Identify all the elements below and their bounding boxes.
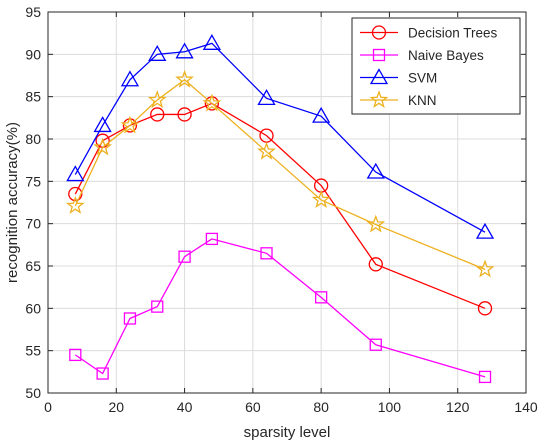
data-point-decision-trees — [68, 186, 83, 202]
data-point-naive-bayes — [478, 370, 492, 384]
data-point-decision-trees — [177, 107, 192, 122]
x-tick-label: 80 — [313, 399, 329, 415]
x-tick-label: 140 — [514, 399, 538, 415]
data-point-knn — [257, 141, 276, 160]
x-tick-label: 120 — [446, 399, 470, 415]
data-point-knn — [366, 214, 386, 233]
y-tick-label: 50 — [25, 385, 41, 401]
legend-marker-svm — [369, 68, 389, 85]
x-tick-label: 0 — [44, 399, 52, 415]
series-line-knn — [74, 78, 486, 270]
legend: Decision Trees Naive Bayes SVM KNN — [351, 17, 521, 115]
legend-marker-naive-bayes — [372, 48, 386, 62]
x-tick-label: 60 — [245, 399, 261, 415]
x-axis-label: sparsity level — [244, 424, 331, 441]
y-tick-label: 55 — [25, 343, 41, 359]
series-line-decision-trees — [74, 102, 486, 309]
y-tick-label: 65 — [25, 258, 41, 274]
y-axis-ticks: 50 55 60 65 70 75 80 85 90 95 — [25, 4, 526, 401]
data-point-knn — [65, 195, 85, 214]
y-axis-label: recognition accuracy(%) — [4, 122, 21, 283]
data-point-knn — [147, 90, 167, 109]
data-point-svm — [257, 89, 276, 106]
legend-label-decision-trees: Decision Trees — [408, 26, 498, 41]
data-point-naive-bayes — [205, 232, 219, 246]
legend-item-svm: SVM — [360, 68, 437, 86]
legend-item-knn: KNN — [360, 90, 437, 109]
data-point-knn — [202, 93, 222, 112]
series-line-naive-bayes — [74, 238, 486, 378]
data-point-naive-bayes — [260, 247, 273, 260]
data-point-decision-trees — [477, 301, 493, 316]
series-svm — [66, 34, 495, 239]
x-tick-label: 20 — [108, 399, 124, 415]
data-point-decision-trees — [368, 257, 383, 272]
series-line-svm — [74, 42, 486, 233]
data-point-naive-bayes — [69, 348, 82, 362]
data-point-naive-bayes — [314, 291, 328, 304]
x-tick-label: 40 — [177, 399, 193, 415]
y-tick-label: 80 — [25, 131, 41, 147]
data-point-knn — [93, 137, 113, 156]
legend-box — [351, 17, 521, 115]
y-tick-label: 95 — [25, 4, 41, 20]
y-tick-label: 85 — [25, 89, 41, 105]
x-tick-label: 100 — [378, 399, 402, 415]
y-tick-label: 75 — [25, 173, 41, 189]
data-point-naive-bayes — [123, 312, 137, 325]
legend-marker-decision-trees — [371, 25, 387, 40]
data-point-svm — [202, 34, 222, 50]
legend-marker-knn — [369, 90, 389, 109]
data-point-naive-bayes — [96, 367, 109, 380]
data-point-naive-bayes — [151, 300, 164, 313]
data-point-svm — [120, 70, 140, 87]
data-point-svm — [175, 42, 194, 59]
data-point-knn — [475, 259, 495, 278]
data-point-svm — [93, 116, 112, 133]
data-point-svm — [312, 106, 331, 123]
data-point-knn — [311, 190, 331, 208]
plot-frame — [47, 11, 527, 394]
legend-label-svm: SVM — [408, 71, 437, 86]
x-axis-ticks: 0 20 40 60 80 100 120 140 — [44, 12, 538, 415]
data-point-naive-bayes — [178, 250, 191, 263]
data-point-svm — [475, 222, 495, 239]
series-layer — [65, 34, 495, 384]
data-point-knn — [175, 69, 194, 88]
data-point-knn — [120, 115, 140, 134]
data-point-svm — [148, 45, 167, 61]
data-point-svm — [366, 162, 385, 179]
series-decision-trees — [68, 96, 493, 316]
series-knn — [65, 69, 495, 278]
legend-item-decision-trees: Decision Trees — [360, 25, 498, 41]
legend-item-naive-bayes: Naive Bayes — [360, 48, 484, 63]
legend-label-knn: KNN — [408, 93, 437, 108]
series-naive-bayes — [69, 232, 492, 384]
legend-label-naive-bayes: Naive Bayes — [408, 48, 484, 63]
data-point-svm — [66, 165, 85, 182]
y-tick-label: 70 — [25, 216, 41, 232]
y-tick-label: 60 — [25, 300, 41, 316]
y-tick-label: 90 — [25, 46, 41, 62]
data-point-decision-trees — [150, 107, 165, 122]
data-point-naive-bayes — [369, 338, 382, 351]
